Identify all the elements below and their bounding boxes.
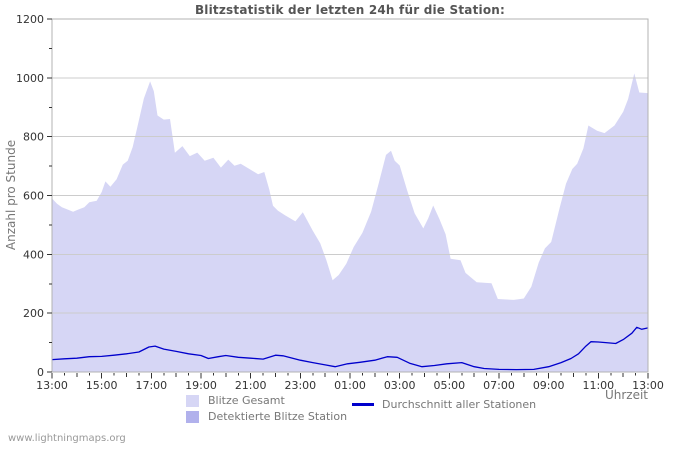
legend-label-total: Blitze Gesamt — [208, 394, 285, 407]
x-tick-label: 09:00 — [533, 379, 565, 392]
station-area-swatch-icon — [186, 410, 199, 423]
watermark-link[interactable]: www.lightningmaps.org — [8, 433, 126, 444]
average-line — [51, 326, 649, 371]
y-tick-label: 1200 — [16, 13, 44, 26]
y-tick-label: 0 — [37, 366, 44, 379]
legend: Blitze Gesamt Detektierte Blitze Station… — [186, 394, 606, 426]
x-tick-label: 05:00 — [433, 379, 465, 392]
x-tick-label: 15:00 — [86, 379, 118, 392]
legend-item-station: Detektierte Blitze Station — [186, 410, 347, 423]
x-tick-label: 17:00 — [135, 379, 167, 392]
x-tick-label: 11:00 — [582, 379, 614, 392]
x-tick-label: 19:00 — [185, 379, 217, 392]
x-tick-label: 07:00 — [483, 379, 515, 392]
x-tick-label: 13:00 — [632, 379, 664, 392]
y-tick-label: 1000 — [16, 72, 44, 85]
x-axis-label: Uhrzeit — [604, 388, 648, 402]
total-area-swatch-icon — [186, 394, 199, 407]
legend-label-station: Detektierte Blitze Station — [208, 410, 348, 423]
chart-title: Blitzstatistik der letzten 24h für die S… — [194, 3, 506, 17]
x-tick-label: 01:00 — [334, 379, 366, 392]
y-tick-label: 400 — [23, 248, 44, 261]
x-tick-label: 03:00 — [384, 379, 416, 392]
x-tick-label: 21:00 — [235, 379, 267, 392]
y-tick-label: 800 — [23, 131, 44, 144]
x-tick-label: 13:00 — [36, 379, 68, 392]
y-tick-label: 600 — [23, 190, 44, 203]
y-tick-label: 200 — [23, 307, 44, 320]
x-tick-label: 23:00 — [284, 379, 316, 392]
average-line-swatch-icon — [352, 403, 374, 406]
legend-item-average: Durchschnitt aller Stationen — [352, 398, 536, 411]
legend-item-total: Blitze Gesamt — [186, 394, 285, 407]
area-series-0 — [52, 73, 648, 373]
legend-label-average: Durchschnitt aller Stationen — [382, 398, 537, 411]
